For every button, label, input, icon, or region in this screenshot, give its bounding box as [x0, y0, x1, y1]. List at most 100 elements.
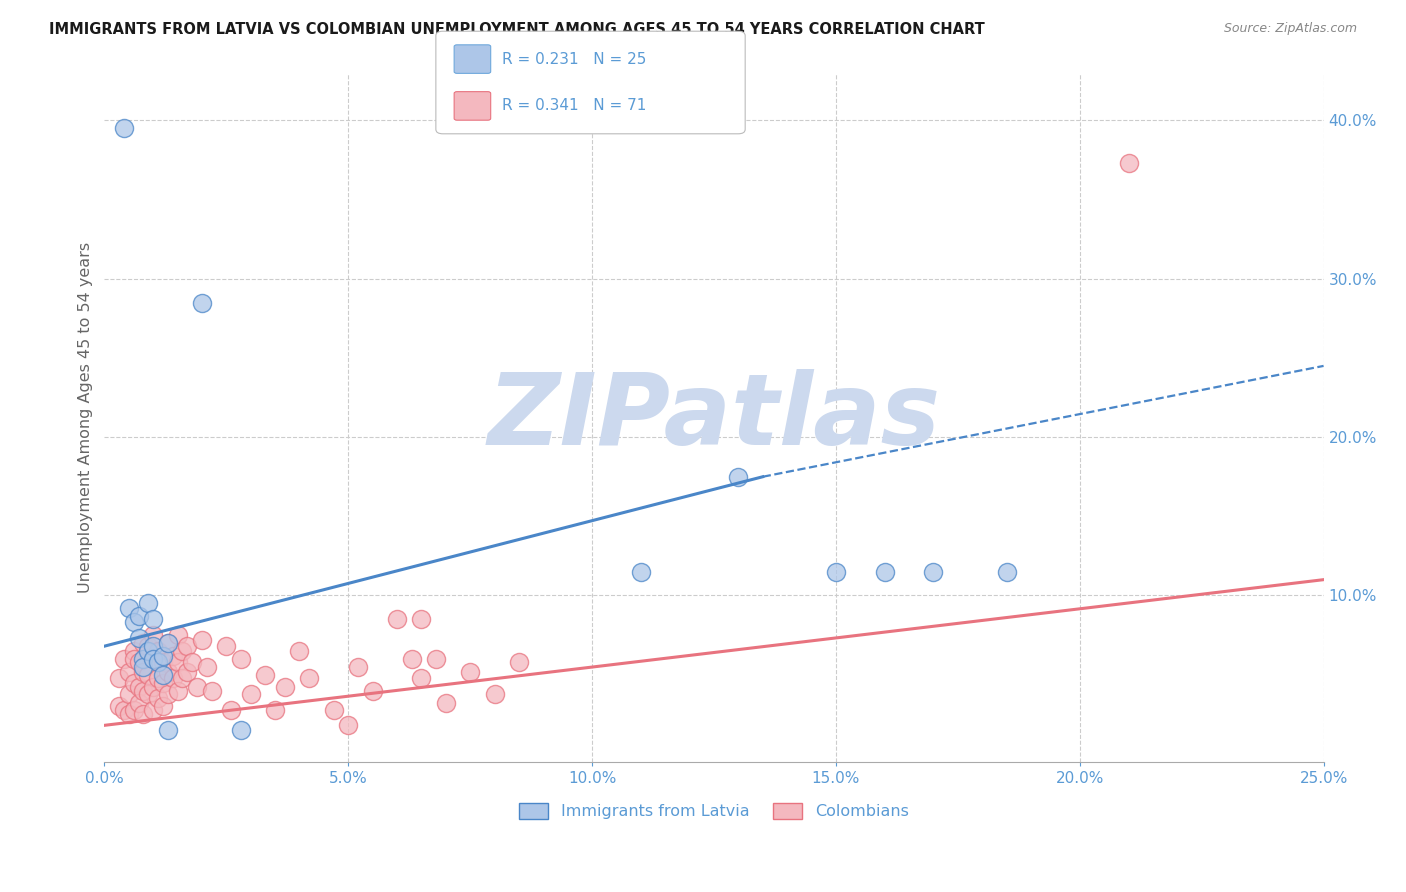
Point: [132, 659, 155, 673]
Point: [825, 565, 848, 579]
Text: Source: ZipAtlas.com: Source: ZipAtlas.com: [1223, 22, 1357, 36]
Point: [152, 667, 174, 681]
Point: [142, 628, 165, 642]
Point: [142, 681, 165, 695]
Point: [142, 652, 165, 666]
Point: [411, 612, 433, 626]
Point: [166, 628, 188, 642]
Point: [434, 696, 457, 710]
Point: [1118, 156, 1140, 170]
Point: [176, 639, 198, 653]
Point: [156, 723, 179, 737]
Point: [727, 469, 749, 483]
Point: [166, 655, 188, 669]
Point: [385, 612, 408, 626]
Point: [401, 652, 423, 666]
Point: [264, 702, 287, 716]
Point: [122, 702, 145, 716]
Point: [118, 665, 141, 679]
Point: [142, 612, 165, 626]
Point: [425, 652, 447, 666]
Point: [347, 659, 370, 673]
Point: [181, 655, 204, 669]
Point: [215, 639, 238, 653]
Point: [322, 702, 344, 716]
Point: [112, 121, 135, 136]
Point: [146, 655, 169, 669]
Point: [411, 671, 433, 685]
Point: [191, 295, 214, 310]
Point: [288, 644, 311, 658]
Point: [298, 671, 321, 685]
Point: [172, 644, 194, 658]
Point: [239, 687, 262, 701]
Point: [156, 687, 179, 701]
Point: [112, 652, 135, 666]
Point: [152, 648, 174, 663]
Point: [229, 652, 252, 666]
Point: [152, 675, 174, 690]
Point: [128, 681, 150, 695]
Point: [254, 667, 277, 681]
Point: [146, 671, 169, 685]
Point: [152, 699, 174, 714]
Point: [274, 681, 297, 695]
Point: [922, 565, 945, 579]
Point: [166, 683, 188, 698]
Point: [132, 665, 155, 679]
Point: [176, 665, 198, 679]
Point: [142, 702, 165, 716]
Point: [361, 683, 384, 698]
Point: [128, 632, 150, 646]
Point: [156, 665, 179, 679]
Point: [146, 691, 169, 706]
Point: [508, 655, 530, 669]
Point: [186, 681, 208, 695]
Point: [873, 565, 896, 579]
Point: [136, 639, 159, 653]
Point: [142, 639, 165, 653]
Point: [172, 671, 194, 685]
Text: IMMIGRANTS FROM LATVIA VS COLOMBIAN UNEMPLOYMENT AMONG AGES 45 TO 54 YEARS CORRE: IMMIGRANTS FROM LATVIA VS COLOMBIAN UNEM…: [49, 22, 986, 37]
Point: [191, 632, 214, 647]
Point: [132, 707, 155, 722]
Point: [122, 615, 145, 630]
Point: [458, 665, 481, 679]
Point: [136, 596, 159, 610]
Point: [128, 696, 150, 710]
Text: ZIPatlas: ZIPatlas: [488, 369, 941, 466]
Point: [219, 702, 242, 716]
Point: [132, 652, 155, 666]
Point: [118, 687, 141, 701]
Point: [112, 702, 135, 716]
Point: [156, 636, 179, 650]
Point: [630, 565, 652, 579]
Point: [162, 671, 184, 685]
Point: [108, 671, 131, 685]
Point: [156, 636, 179, 650]
Point: [122, 675, 145, 690]
Point: [132, 636, 155, 650]
Point: [118, 707, 141, 722]
Point: [195, 659, 218, 673]
Point: [136, 687, 159, 701]
Point: [118, 601, 141, 615]
Point: [337, 718, 360, 732]
Point: [142, 652, 165, 666]
Y-axis label: Unemployment Among Ages 45 to 54 years: Unemployment Among Ages 45 to 54 years: [79, 242, 93, 593]
Point: [136, 667, 159, 681]
Text: R = 0.341   N = 71: R = 0.341 N = 71: [502, 98, 647, 113]
Point: [995, 565, 1018, 579]
Point: [122, 644, 145, 658]
Point: [229, 723, 252, 737]
Point: [201, 683, 224, 698]
Point: [108, 699, 131, 714]
Point: [132, 683, 155, 698]
Point: [136, 644, 159, 658]
Point: [484, 687, 506, 701]
Text: R = 0.231   N = 25: R = 0.231 N = 25: [502, 52, 647, 67]
Point: [146, 644, 169, 658]
Point: [128, 609, 150, 624]
Point: [128, 655, 150, 669]
Point: [162, 648, 184, 663]
